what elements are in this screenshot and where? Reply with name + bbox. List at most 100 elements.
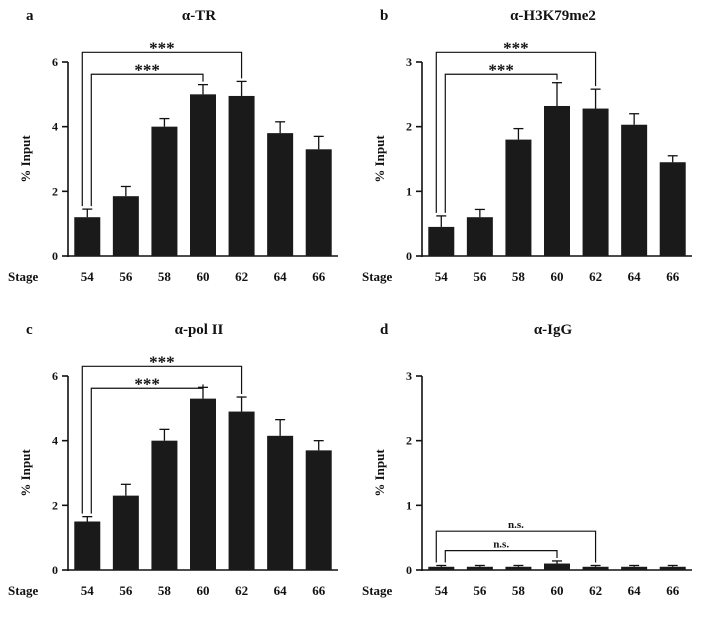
x-tick-label: 60	[551, 269, 564, 284]
x-axis-label: Stage	[362, 583, 393, 598]
y-tick-label: 4	[52, 434, 58, 448]
bar	[659, 566, 686, 570]
bar	[582, 566, 609, 570]
bar	[267, 435, 294, 570]
bar	[659, 162, 686, 256]
x-axis-label: Stage	[8, 269, 39, 284]
bar	[151, 440, 178, 570]
y-axis-label: % Input	[372, 449, 387, 497]
x-tick-label: 56	[473, 269, 487, 284]
x-tick-label: 64	[274, 583, 288, 598]
x-tick-label: 66	[666, 583, 680, 598]
sig-bracket	[81, 51, 243, 207]
x-tick-label: 62	[589, 583, 602, 598]
sig-label: ***	[149, 38, 175, 57]
panel-letter: d	[380, 322, 389, 338]
chart-title: α-H3K79me2	[510, 8, 596, 24]
x-tick-label: 62	[235, 583, 248, 598]
bar	[267, 133, 294, 256]
x-tick-label: 58	[512, 583, 526, 598]
sig-bracket	[444, 550, 558, 563]
x-tick-label: 60	[197, 269, 210, 284]
y-tick-label: 2	[406, 434, 412, 448]
bar	[228, 95, 255, 256]
panel-letter: a	[26, 8, 34, 24]
x-axis-label: Stage	[362, 269, 393, 284]
x-tick-label: 54	[435, 583, 449, 598]
bar	[74, 217, 101, 256]
sig-label: ***	[149, 352, 175, 371]
bar	[621, 566, 648, 570]
chart-panel-a: a α-TR 0 2 4 6 % Input Stage 54 56 58 60 62 64 66 *** **…	[8, 8, 338, 284]
bar	[621, 124, 648, 256]
x-tick-label: 54	[81, 583, 95, 598]
y-tick-label: 2	[52, 184, 58, 198]
panel-a: a α-TR 0 2 4 6 % Input Stage 54 56 58 60 62 64 66 *** **…	[0, 0, 354, 314]
bar	[190, 94, 216, 256]
y-tick-label: 0	[406, 249, 412, 263]
y-axis-label: % Input	[372, 135, 387, 183]
sig-bracket	[444, 73, 558, 213]
y-axis-label: % Input	[18, 449, 33, 497]
sig-label: ***	[134, 374, 160, 393]
panel-letter: c	[26, 322, 33, 338]
x-tick-label: 54	[435, 269, 449, 284]
bar	[505, 566, 532, 570]
chart-panel-d: d α-IgG 0 1 2 3 % Input Stage 54 56 58 60 62 64 66 n.s.…	[362, 322, 692, 598]
bar	[151, 126, 178, 257]
panel-letter: b	[380, 8, 388, 24]
y-tick-label: 3	[406, 369, 412, 383]
sig-bracket	[90, 384, 204, 514]
x-tick-label: 64	[628, 269, 642, 284]
sig-label: n.s.	[493, 539, 509, 551]
sig-bracket	[435, 530, 597, 563]
sig-bracket	[81, 365, 243, 514]
y-tick-label: 0	[52, 563, 58, 577]
x-tick-label: 56	[119, 269, 133, 284]
x-tick-label: 62	[589, 269, 602, 284]
sig-bracket	[435, 51, 597, 213]
y-tick-label: 6	[52, 55, 58, 69]
x-tick-label: 62	[235, 269, 248, 284]
chart-panel-b: b α-H3K79me2 0 1 2 3 % Input Stage 54 56 58 60 62 64 6…	[362, 8, 692, 284]
x-tick-label: 58	[512, 269, 526, 284]
x-tick-label: 66	[312, 269, 326, 284]
y-tick-label: 4	[52, 120, 58, 134]
bar	[190, 398, 216, 570]
sig-bracket	[90, 73, 204, 207]
panel-c: c α-pol II 0 2 4 6 % Input Stage 54 56 58 60 62 64 66 *…	[0, 314, 354, 629]
bar	[74, 521, 101, 570]
x-axis-label: Stage	[8, 583, 39, 598]
x-tick-label: 64	[274, 269, 288, 284]
bar	[466, 217, 493, 256]
y-axis-label: % Input	[18, 135, 33, 183]
sig-label: n.s.	[508, 519, 524, 531]
sig-label: ***	[488, 60, 513, 79]
x-tick-label: 56	[119, 583, 133, 598]
bar	[228, 411, 255, 570]
y-tick-label: 2	[52, 498, 58, 512]
x-tick-label: 60	[197, 583, 210, 598]
y-tick-label: 2	[406, 120, 412, 134]
chart-panel-c: c α-pol II 0 2 4 6 % Input Stage 54 56 58 60 62 64 66 *…	[8, 322, 338, 598]
sig-label: ***	[134, 60, 160, 79]
x-tick-label: 60	[551, 583, 564, 598]
bar	[544, 105, 570, 257]
y-tick-label: 0	[406, 563, 412, 577]
x-tick-label: 58	[158, 583, 172, 598]
chart-title: α-TR	[182, 8, 216, 24]
bar	[112, 196, 139, 256]
sig-label: ***	[503, 38, 529, 57]
bar	[466, 566, 493, 570]
panel-b: b α-H3K79me2 0 1 2 3 % Input Stage 54 56 58 60 62 64 6…	[354, 0, 708, 314]
x-tick-label: 58	[158, 269, 172, 284]
bar	[428, 226, 455, 256]
x-tick-label: 64	[628, 583, 642, 598]
bar	[505, 139, 532, 256]
bar	[428, 566, 455, 570]
x-tick-label: 66	[666, 269, 680, 284]
bar	[582, 108, 609, 256]
y-tick-label: 0	[52, 249, 58, 263]
bar	[305, 149, 332, 256]
